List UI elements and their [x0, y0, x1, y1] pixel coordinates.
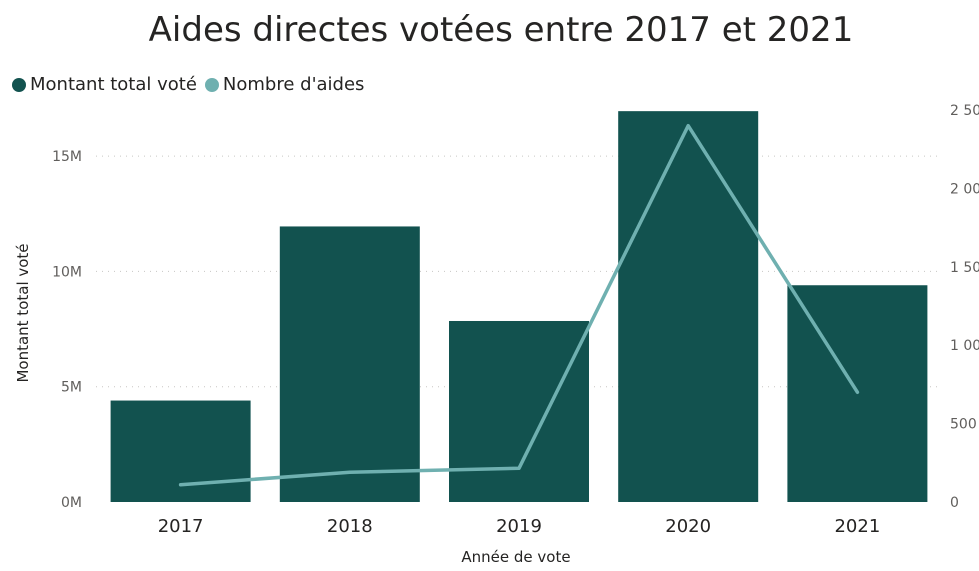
y-axis-title: Montant total voté: [14, 243, 32, 382]
y2-tick-label: 1 500: [950, 260, 979, 276]
legend-label-amount: Montant total voté: [30, 74, 197, 95]
y-tick-label: 5M: [61, 380, 82, 396]
y2-tick-label: 0: [950, 495, 959, 511]
x-axis: 2017 2018 2019 2020 2021: [158, 516, 881, 537]
x-axis-title: Année de vote: [461, 548, 570, 566]
y2-tick-label: 500: [950, 417, 977, 433]
y-tick-label: 15M: [52, 149, 82, 165]
legend: Montant total voté Nombre d'aides: [12, 74, 372, 95]
x-tick-label: 2021: [834, 516, 880, 537]
legend-item-amount[interactable]: Montant total voté: [12, 74, 197, 95]
legend-dot-amount: [12, 77, 26, 92]
legend-item-count[interactable]: Nombre d'aides: [204, 74, 365, 95]
x-tick-label: 2020: [665, 516, 711, 537]
x-tick-label: 2017: [158, 516, 204, 537]
legend-dot-count: [204, 77, 219, 92]
bar: [110, 400, 251, 502]
y-axis-right: 0 500 1 000 1 500 2 000 2 500: [950, 103, 979, 511]
x-tick-label: 2018: [327, 516, 373, 537]
bar: [618, 111, 759, 502]
chart-title: Aides directes votées entre 2017 et 2021: [148, 10, 854, 50]
y-tick-label: 10M: [52, 264, 82, 280]
y2-tick-label: 1 000: [950, 338, 979, 354]
y2-tick-label: 2 500: [950, 103, 979, 119]
line-series-path: [178, 123, 860, 487]
y-axis-left: 0M 5M 10M 15M: [52, 149, 82, 511]
legend-label-count: Nombre d'aides: [222, 74, 365, 95]
x-tick-label: 2019: [496, 516, 542, 537]
bar: [449, 320, 589, 502]
y2-tick-label: 2 000: [950, 181, 979, 197]
y-tick-label: 0M: [61, 495, 82, 511]
line-series: [178, 123, 860, 487]
bar: [279, 226, 420, 502]
